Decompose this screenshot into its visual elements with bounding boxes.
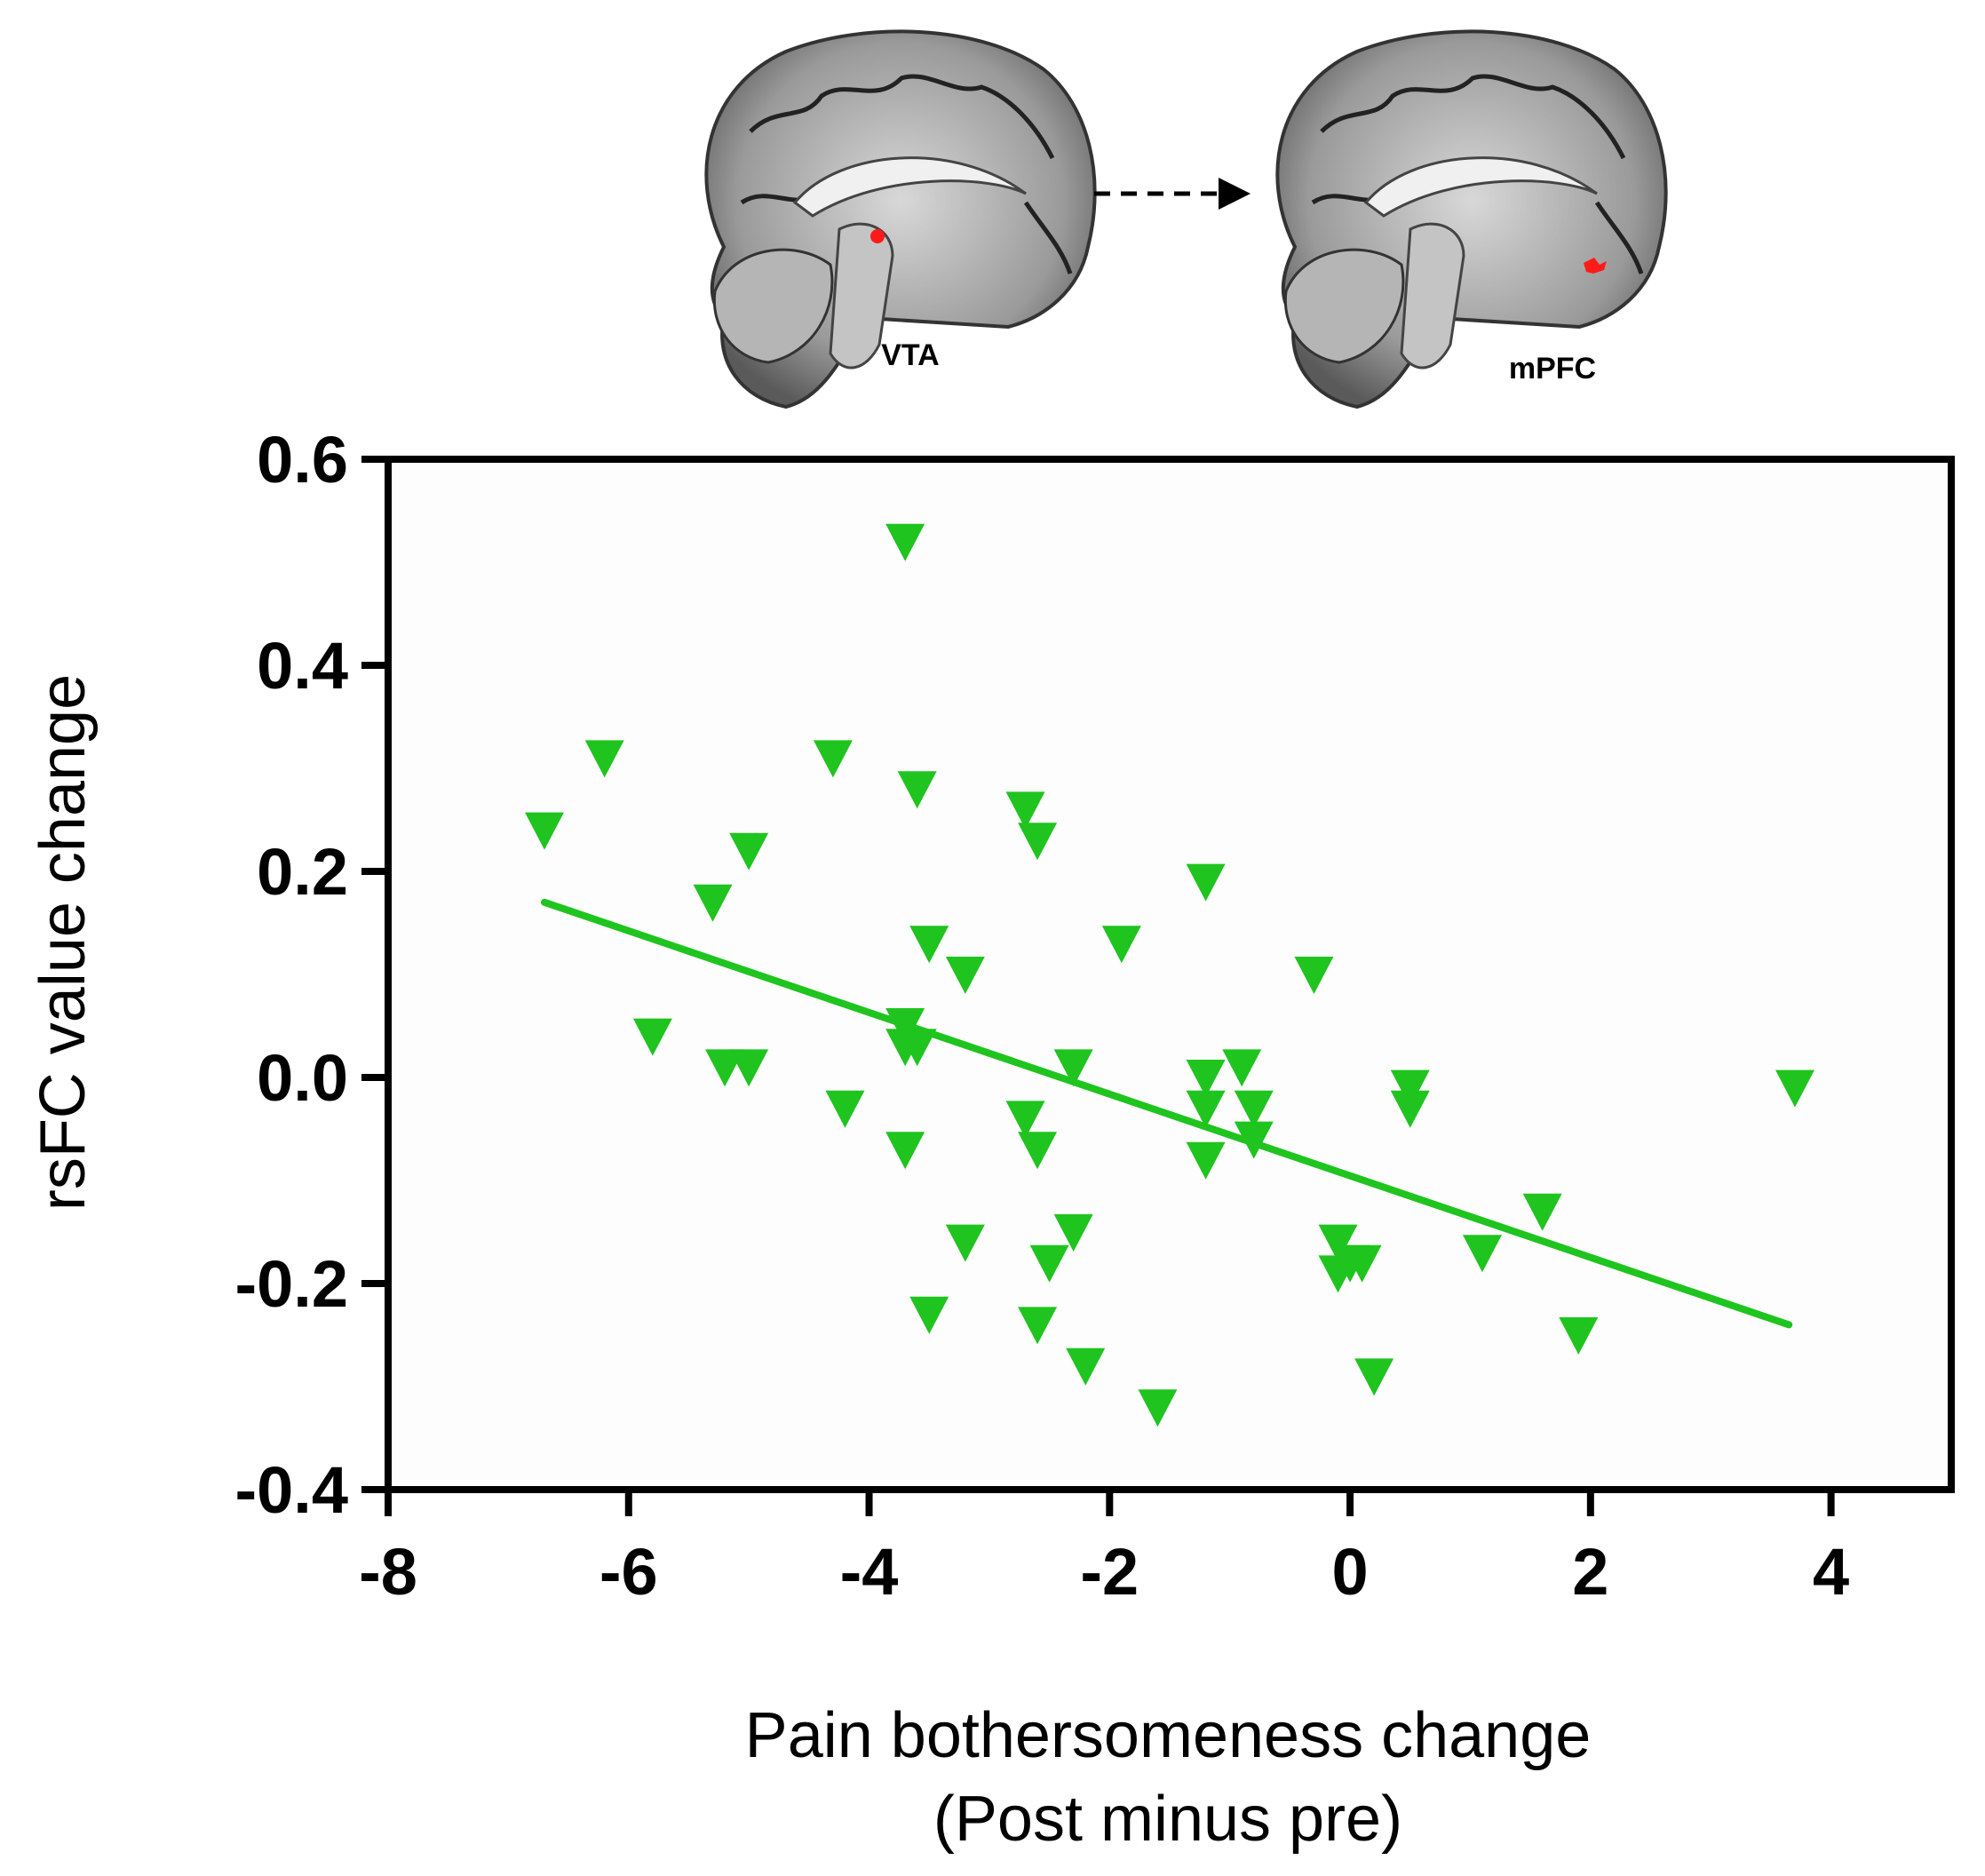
- x-axis-title-line2: (Post minus pre): [933, 1784, 1402, 1855]
- data-point: [909, 926, 949, 964]
- x-tick-label: 2: [1572, 1535, 1608, 1609]
- data-point: [632, 1018, 672, 1056]
- scatter-plot: -8 -6 -4 -2 0 2 4 -0.4 -0.2 0.0 0.2 0.4 0.6 rsFC va…: [28, 423, 1955, 1855]
- data-point: [885, 1132, 925, 1170]
- x-tick-label: 4: [1813, 1535, 1849, 1609]
- data-point: [885, 1029, 925, 1067]
- data-point: [1018, 1307, 1058, 1345]
- y-tick-label: 0.0: [257, 1041, 348, 1115]
- cerebellum-icon: [1283, 248, 1405, 364]
- data-point: [945, 1224, 985, 1262]
- data-point: [1186, 863, 1226, 902]
- data-point: [1186, 1090, 1226, 1128]
- x-tick-label: -6: [599, 1535, 658, 1609]
- arrow-head-icon: [1219, 178, 1251, 210]
- plot-frame: [385, 456, 1955, 1493]
- x-axis-title-line1: Pain bothersomeness change: [745, 1700, 1592, 1771]
- data-point: [1318, 1224, 1358, 1262]
- mpfc-seed-marker: [1584, 258, 1607, 274]
- data-point: [1234, 1090, 1274, 1128]
- data-point: [1775, 1069, 1814, 1108]
- y-axis: -0.4 -0.2 0.0 0.2 0.4 0.6: [234, 423, 388, 1527]
- x-tick-label: -4: [840, 1535, 899, 1609]
- x-tick-label: -2: [1080, 1535, 1139, 1609]
- data-point: [1463, 1235, 1502, 1273]
- data-point: [1029, 1244, 1069, 1283]
- data-point: [1390, 1090, 1430, 1128]
- data-point: [1342, 1244, 1382, 1283]
- data-point: [1354, 1358, 1394, 1396]
- y-tick-label: 0.6: [257, 423, 348, 497]
- brain-panel-vta: VTA: [704, 29, 1097, 409]
- vta-label: VTA: [881, 338, 939, 372]
- data-point: [729, 1049, 769, 1087]
- data-point: [1294, 957, 1334, 994]
- data-point: [1101, 926, 1141, 964]
- y-tick-label: -0.2: [234, 1247, 348, 1321]
- brainstem-icon: [829, 222, 894, 370]
- data-point: [1186, 1060, 1226, 1097]
- corpus-callosum-icon: [792, 156, 1027, 218]
- data-point: [1018, 1132, 1058, 1170]
- data-point: [885, 523, 925, 561]
- mpfc-label: mPFC: [1509, 352, 1596, 386]
- x-tick-label: -8: [359, 1535, 417, 1609]
- data-point: [945, 957, 985, 994]
- data-point: [1005, 1101, 1045, 1139]
- data-point: [729, 832, 769, 870]
- data-point: [909, 1296, 949, 1334]
- data-point: [1018, 823, 1058, 861]
- data-point: [1222, 1049, 1262, 1087]
- y-tick-label: 0.2: [257, 835, 348, 909]
- plot-area: [388, 459, 1951, 1490]
- data-point: [1053, 1049, 1093, 1087]
- data-point: [693, 884, 733, 922]
- data-point: [897, 771, 937, 809]
- y-axis-title: rsFC value change: [28, 674, 99, 1211]
- brain-panel-mpfc: mPFC: [1275, 29, 1668, 409]
- data-point: [813, 740, 853, 778]
- data-point: [1138, 1389, 1178, 1427]
- data-point: [525, 812, 564, 850]
- brainstem-icon: [1400, 222, 1465, 370]
- data-point: [1053, 1214, 1093, 1252]
- cerebellum-icon: [712, 248, 834, 364]
- y-tick-label: -0.4: [234, 1453, 348, 1527]
- vta-seed-marker: [870, 229, 885, 243]
- data-point: [1522, 1193, 1562, 1231]
- data-points: [525, 523, 1814, 1427]
- data-point: [1186, 1141, 1226, 1180]
- regression-line: [541, 898, 1793, 1329]
- data-point: [825, 1090, 865, 1128]
- data-point: [1066, 1347, 1106, 1386]
- data-point: [1559, 1317, 1599, 1355]
- x-tick-label: 0: [1331, 1535, 1368, 1609]
- data-point: [1390, 1069, 1430, 1108]
- corpus-callosum-icon: [1363, 156, 1598, 218]
- y-tick-label: 0.4: [257, 629, 348, 703]
- data-point: [1005, 791, 1045, 830]
- data-point: [584, 740, 624, 778]
- connectivity-arrow: [1094, 178, 1251, 210]
- x-axis: -8 -6 -4 -2 0 2 4: [359, 1490, 1849, 1609]
